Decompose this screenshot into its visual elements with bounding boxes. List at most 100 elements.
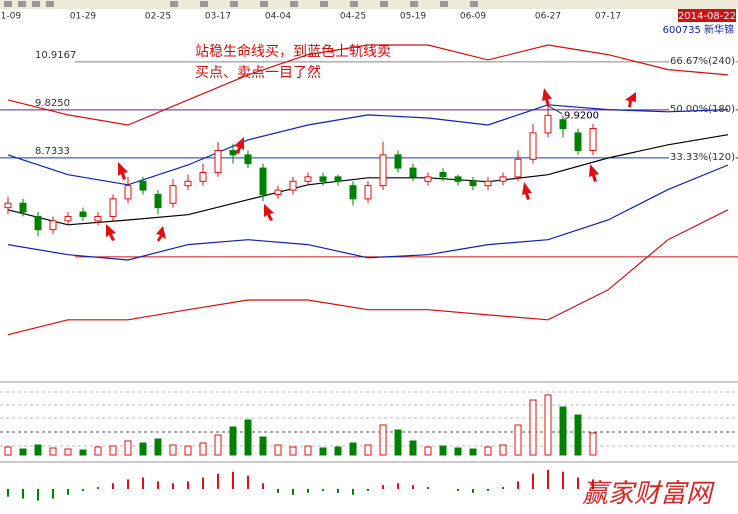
volume-bar: [259, 436, 267, 456]
candle-body: [394, 154, 402, 169]
volume-bar: [334, 446, 342, 456]
level-right-label: 33.33%(120): [670, 152, 735, 163]
volume-bar: [139, 442, 147, 456]
candle-body: [274, 189, 282, 195]
candle-body: [289, 180, 297, 191]
volume-bar: [424, 446, 432, 456]
volume-bar: [319, 447, 327, 456]
candle-body: [424, 176, 432, 182]
annotation: 买点、卖点一目了然: [195, 64, 321, 81]
volume-bar: [79, 449, 87, 456]
volume-bar: [184, 445, 192, 456]
x-tick-label: 02-25: [145, 12, 171, 22]
volume-bar: [304, 445, 312, 456]
volume-bar: [349, 442, 357, 456]
band-line: [7, 164, 729, 261]
volume-bar: [199, 442, 207, 456]
volume-bar: [469, 448, 477, 456]
x-tick-label: 06-27: [535, 12, 561, 22]
candle-body: [469, 180, 477, 187]
volume-bar: [94, 446, 102, 456]
candle-body: [364, 185, 372, 200]
volume-bar: [439, 445, 447, 456]
x-tick-label: 03-17: [205, 12, 231, 22]
peak-marker: [547, 105, 563, 115]
level-label: 9.8250: [35, 98, 70, 109]
candle-body: [34, 215, 42, 231]
watermark: 赢家财富网: [582, 479, 715, 509]
toolbar-icons: [4, 1, 478, 7]
candle-body: [334, 176, 342, 182]
x-tick-label: 04-04: [265, 12, 291, 22]
candle-body: [544, 114, 552, 134]
candle-body: [484, 180, 492, 187]
x-tick-label: 06-09: [460, 12, 486, 22]
candle-body: [439, 171, 447, 178]
toolbar: [0, 0, 738, 9]
stock-title: 600735 新华锦: [663, 23, 734, 36]
candle-body: [379, 154, 387, 187]
x-tick-label: 01-29: [70, 12, 96, 22]
volume-bar: [64, 448, 72, 456]
volume-grid: [0, 391, 738, 447]
date: 2014-08-22: [678, 11, 736, 22]
band-line: [7, 104, 729, 186]
volume-bar: [169, 444, 177, 456]
volume-bar: [124, 440, 132, 456]
volume-bar: [409, 440, 417, 456]
volume-bar: [379, 424, 387, 456]
candle-body: [229, 149, 237, 156]
candle-body: [64, 215, 72, 222]
candle-body: [499, 176, 507, 182]
band-line: [7, 134, 729, 226]
volume-bar: [214, 434, 222, 456]
candle-body: [154, 193, 162, 209]
candle-body: [529, 132, 537, 160]
band-line: [7, 44, 729, 126]
volume-bar: [394, 429, 402, 456]
volume-bar: [499, 444, 507, 456]
candle-body: [199, 171, 207, 182]
volume-bar: [454, 447, 462, 456]
candle-body: [319, 176, 327, 182]
volume-bar: [49, 447, 57, 456]
candle-body: [94, 215, 102, 222]
band-line: [7, 209, 729, 336]
volume-bar: [19, 448, 27, 456]
level-right-label: 66.67%(240): [670, 56, 735, 67]
x-tick-label: 07-17: [595, 12, 621, 22]
volume-bar: [484, 446, 492, 456]
candle-body: [124, 185, 132, 200]
volume-bar: [544, 394, 552, 456]
candle-body: [49, 220, 57, 231]
volume-bar: [589, 432, 597, 456]
volume-bar: [4, 446, 12, 456]
date-badge: [678, 9, 736, 22]
x-tick-label: 01-09: [0, 12, 21, 22]
peak-label: 9.9200: [564, 111, 599, 122]
volume-bar: [559, 406, 567, 456]
candle-body: [514, 158, 522, 178]
volume-bar: [289, 446, 297, 456]
candle-body: [214, 149, 222, 173]
volume-bar: [574, 414, 582, 456]
volume-bar: [244, 419, 252, 456]
volume-bar: [34, 444, 42, 456]
volume-bar: [514, 424, 522, 456]
level-right-label: 50.00%(180): [670, 104, 735, 115]
x-tick-label: 05-19: [400, 12, 426, 22]
candle-body: [409, 167, 417, 178]
candle-body: [304, 176, 312, 182]
annotation: 站稳生命线买，到蓝色上轨线卖: [195, 43, 391, 60]
candle-body: [259, 167, 267, 195]
candle-body: [574, 132, 582, 151]
volume-bar: [109, 445, 117, 456]
candle-body: [139, 180, 147, 191]
candle-body: [454, 176, 462, 182]
volume-bar: [274, 444, 282, 456]
candle-body: [184, 180, 192, 187]
arrows: [106, 88, 636, 242]
candle-body: [559, 119, 567, 130]
candle-body: [109, 198, 117, 217]
